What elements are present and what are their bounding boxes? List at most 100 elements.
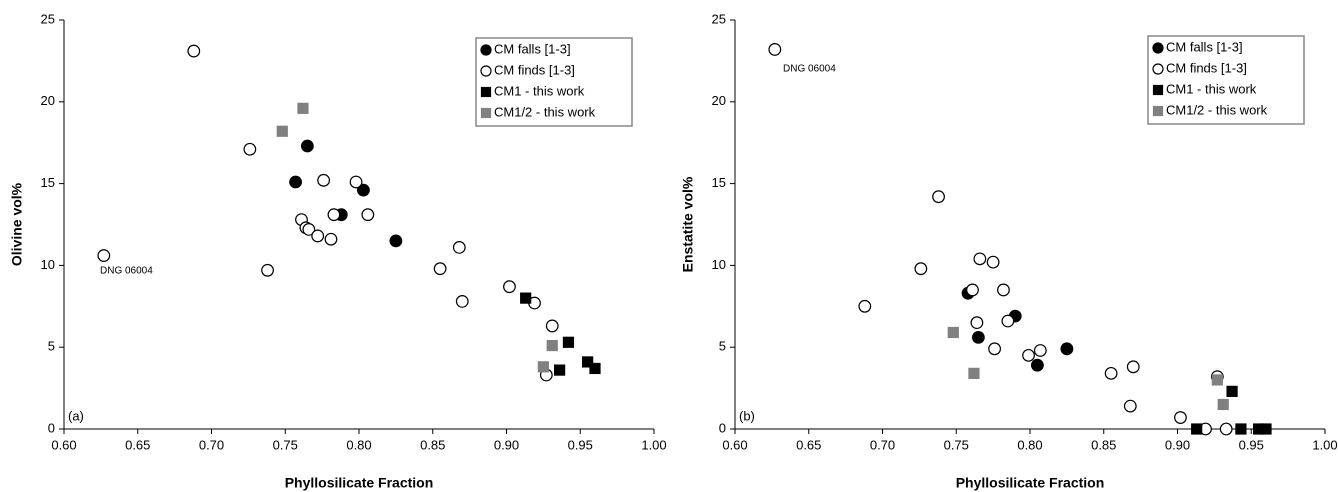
legend-label: CM finds [1-3] [1166,60,1247,75]
point [1001,314,1015,328]
point [970,316,984,330]
point [914,262,928,276]
point [986,255,1000,269]
y-tick-label: 0 [719,420,726,435]
x-tick-label: 0.75 [944,437,969,452]
point [1174,411,1187,424]
y-tick-label: 10 [41,257,55,272]
x-tick-label: 1.00 [641,437,666,452]
legend-marker [480,107,492,119]
point [968,367,980,379]
point [455,294,469,308]
point [932,190,945,204]
point [1219,422,1233,436]
point [1126,360,1140,374]
legend-label: CM1 - this work [1166,81,1257,96]
legend-marker [480,44,492,56]
point [947,326,959,339]
point [261,263,274,277]
point [988,342,1001,356]
x-tick-label: 0.60 [722,437,747,452]
point [1060,342,1074,356]
x-tick-label: 0.70 [199,437,224,452]
annotation: DNG 06004 [100,266,153,277]
y-tick-label: 20 [41,93,55,108]
point [97,249,111,262]
x-tick-label: 0.90 [1165,437,1190,452]
x-axis-title: Phyllosilicate Fraction [956,475,1105,491]
point [1191,423,1203,435]
y-tick-label: 5 [48,339,55,354]
point [966,283,979,297]
point [1260,423,1272,435]
legend-marker [1152,84,1164,96]
point [389,234,403,248]
point [1226,385,1238,397]
y-tick-label: 15 [41,175,55,190]
point [1030,358,1044,372]
point [327,208,341,222]
point [349,175,363,189]
annotation: DNG 06004 [783,64,836,75]
legend-label: CM1/2 - this work [494,104,596,119]
point [858,299,872,313]
point [317,173,331,187]
y-tick-label: 5 [719,339,726,354]
legend-marker [1152,63,1164,75]
point [1033,344,1047,357]
panel-label: (b) [739,408,755,423]
x-axis-title: Phyllosilicate Fraction [285,475,434,491]
x-tick-label: 0.60 [51,437,76,452]
point [311,229,325,243]
point [520,292,532,304]
y-tick-label: 25 [712,11,726,26]
x-tick-label: 0.80 [346,437,371,452]
point [357,183,370,197]
legend-label: CM finds [1-3] [494,62,575,77]
point [297,102,309,114]
legend-label: CM falls [1-3] [494,41,571,56]
legend-label: CM1/2 - this work [1166,102,1268,117]
point [973,252,987,266]
legend-label: CM1 - this work [494,83,585,98]
point [187,44,201,58]
y-tick-label: 0 [48,420,55,435]
point [997,283,1010,297]
point [1123,399,1137,413]
x-tick-label: 0.70 [870,437,895,452]
point [546,339,558,352]
x-tick-label: 0.65 [796,437,821,452]
point [768,43,782,56]
point [562,336,575,348]
point [302,223,316,236]
y-axis-title: Enstatite vol% [680,176,696,272]
point [324,232,338,246]
y-axis-title: Olivine vol% [9,182,25,266]
legend-box [475,37,633,127]
x-tick-label: 0.95 [1239,437,1264,452]
y-tick-label: 25 [41,11,55,26]
point [1217,398,1229,411]
legend-marker [1152,42,1164,54]
x-tick-label: 0.80 [1017,437,1042,452]
point [553,364,566,376]
point [289,175,302,189]
y-tick-label: 20 [712,93,726,108]
point [545,319,559,333]
x-tick-label: 0.85 [420,437,445,452]
point [1235,423,1247,435]
point [1104,366,1118,380]
point [971,330,985,344]
panel-label: (a) [68,408,84,423]
x-tick-label: 0.65 [125,437,150,452]
point [503,280,516,294]
legend-marker [480,86,492,98]
x-tick-label: 1.00 [1312,437,1337,452]
legend-box [1147,35,1305,125]
point [537,361,549,373]
point [589,362,601,375]
y-tick-label: 15 [712,175,726,190]
point [276,125,288,137]
point [361,208,375,222]
